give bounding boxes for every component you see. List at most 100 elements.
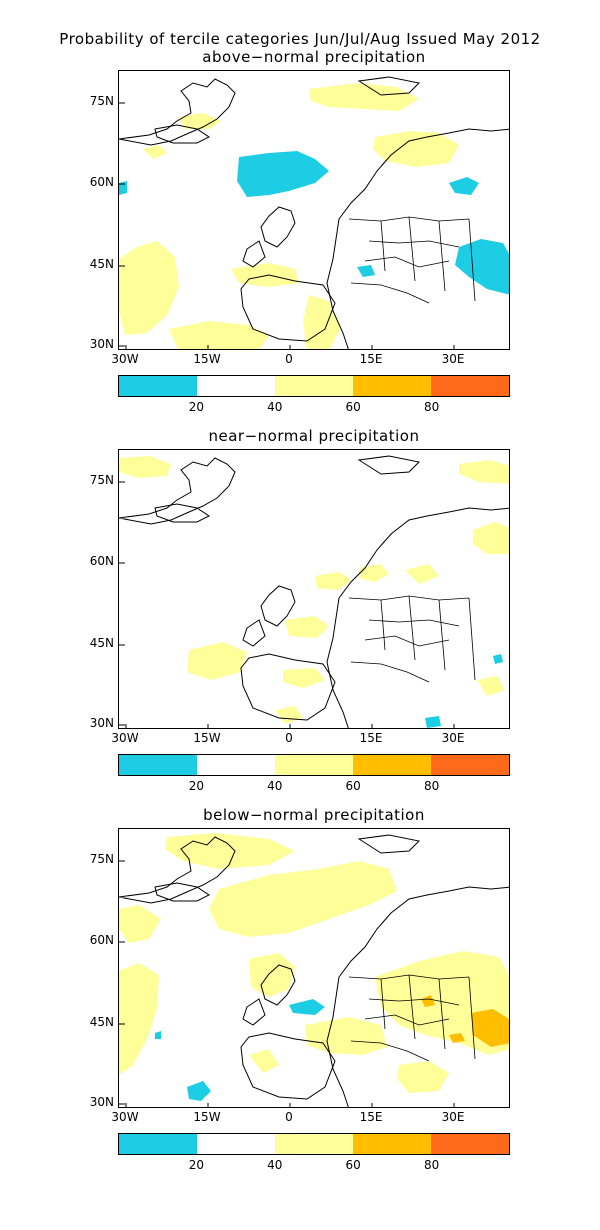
colorbar-tick-label: 60	[345, 400, 361, 414]
colorbar-tick-label: 60	[345, 1158, 361, 1172]
panel-title: below−normal precipitation	[203, 806, 425, 824]
country-borders	[348, 595, 476, 683]
colorbar-tick-label: 20	[188, 1158, 205, 1172]
probability-shading	[405, 564, 439, 584]
figure-title: Probability of tercile categories Jun/Ju…	[59, 30, 541, 48]
coastline	[154, 124, 210, 144]
longitude-label: 15W	[193, 352, 221, 366]
coastline	[326, 128, 509, 349]
coastline	[242, 240, 266, 268]
probability-shading	[397, 1061, 449, 1093]
latitude-label: 75N	[89, 94, 114, 108]
longitude-label: 30E	[441, 731, 465, 745]
probability-map	[119, 76, 509, 349]
colorbar	[118, 754, 510, 776]
longitude-label: 30W	[111, 352, 139, 366]
probability-shading	[473, 522, 509, 554]
colorbar-segment	[119, 1134, 197, 1154]
longitude-label: 30W	[111, 1110, 139, 1124]
probability-shading	[373, 131, 459, 167]
coastline	[357, 76, 421, 96]
probability-shading	[249, 953, 295, 997]
colorbar-segment	[197, 1134, 275, 1154]
colorbar-tick-label: 20	[188, 779, 205, 793]
probability-shading	[187, 642, 247, 680]
probability-shading	[493, 654, 503, 664]
probability-shading	[179, 113, 221, 129]
colorbar-tick-label: 80	[423, 779, 440, 793]
probability-shading	[449, 1033, 465, 1043]
probability-shading	[357, 265, 375, 277]
latitude-label: 45N	[89, 1015, 114, 1029]
colorbar-tick-label: 40	[267, 779, 283, 793]
probability-shading	[421, 995, 435, 1007]
latitude-label: 45N	[89, 636, 114, 650]
colorbar-segment	[431, 1134, 509, 1154]
probability-shading	[309, 83, 419, 111]
probability-shading	[471, 1009, 509, 1047]
longitude-label: 30W	[111, 731, 139, 745]
latitude-label: 75N	[89, 852, 114, 866]
coastline	[357, 455, 421, 475]
probability-shading	[449, 177, 479, 195]
longitude-label: 0	[285, 1110, 293, 1124]
probability-shading	[169, 321, 269, 349]
longitude-label: 30E	[441, 1110, 465, 1124]
greenland-coastline	[119, 78, 236, 146]
probability-shading	[249, 1049, 279, 1073]
longitude-label: 15W	[193, 1110, 221, 1124]
latitude-label: 30N	[89, 337, 114, 351]
latitude-label: 30N	[89, 1095, 114, 1109]
probability-shading	[187, 1081, 211, 1101]
colorbar-tick-label: 60	[345, 779, 361, 793]
coastline	[240, 1032, 336, 1100]
coastline	[260, 206, 296, 248]
probability-shading	[289, 999, 325, 1015]
probability-shading	[455, 239, 509, 295]
probability-shading	[477, 676, 505, 696]
probability-shading	[143, 145, 167, 159]
longitude-label: 0	[285, 731, 293, 745]
latitude-label: 75N	[89, 473, 114, 487]
longitude-label: 15W	[193, 731, 221, 745]
coastline	[326, 507, 509, 728]
longitude-label: 0	[285, 352, 293, 366]
longitude-label: 15E	[359, 352, 383, 366]
coastline	[260, 964, 296, 1006]
probability-shading	[425, 716, 441, 728]
longitude-label: 30E	[441, 352, 465, 366]
colorbar-segment	[275, 755, 353, 775]
colorbar	[118, 1133, 510, 1155]
probability-shading	[119, 241, 179, 335]
panel-title: near−normal precipitation	[208, 427, 420, 445]
colorbar-segment	[431, 755, 509, 775]
map-panel	[118, 828, 510, 1108]
map-panel	[118, 70, 510, 350]
coastline	[260, 585, 296, 627]
colorbar-tick-label: 40	[267, 400, 283, 414]
coastline	[357, 834, 421, 854]
colorbar-segment	[197, 376, 275, 396]
probability-map	[119, 455, 509, 728]
colorbar-segment	[353, 1134, 431, 1154]
probability-shading	[119, 456, 171, 478]
coastline	[240, 274, 336, 342]
probability-shading	[119, 963, 159, 1075]
country-borders	[348, 216, 476, 304]
colorbar-tick-label: 40	[267, 1158, 283, 1172]
probability-shading	[237, 151, 329, 197]
probability-map	[119, 833, 509, 1107]
colorbar-segment	[119, 376, 197, 396]
latitude-label: 60N	[89, 933, 114, 947]
colorbar-tick-label: 80	[423, 400, 440, 414]
greenland-coastline	[119, 457, 236, 525]
country-borders	[348, 974, 476, 1062]
probability-shading	[285, 616, 329, 638]
probability-shading	[231, 263, 299, 287]
latitude-label: 30N	[89, 716, 114, 730]
colorbar-tick-label: 20	[188, 400, 205, 414]
colorbar-segment	[119, 755, 197, 775]
probability-shading	[305, 1017, 387, 1055]
probability-shading	[315, 572, 351, 590]
coastline	[326, 886, 509, 1107]
